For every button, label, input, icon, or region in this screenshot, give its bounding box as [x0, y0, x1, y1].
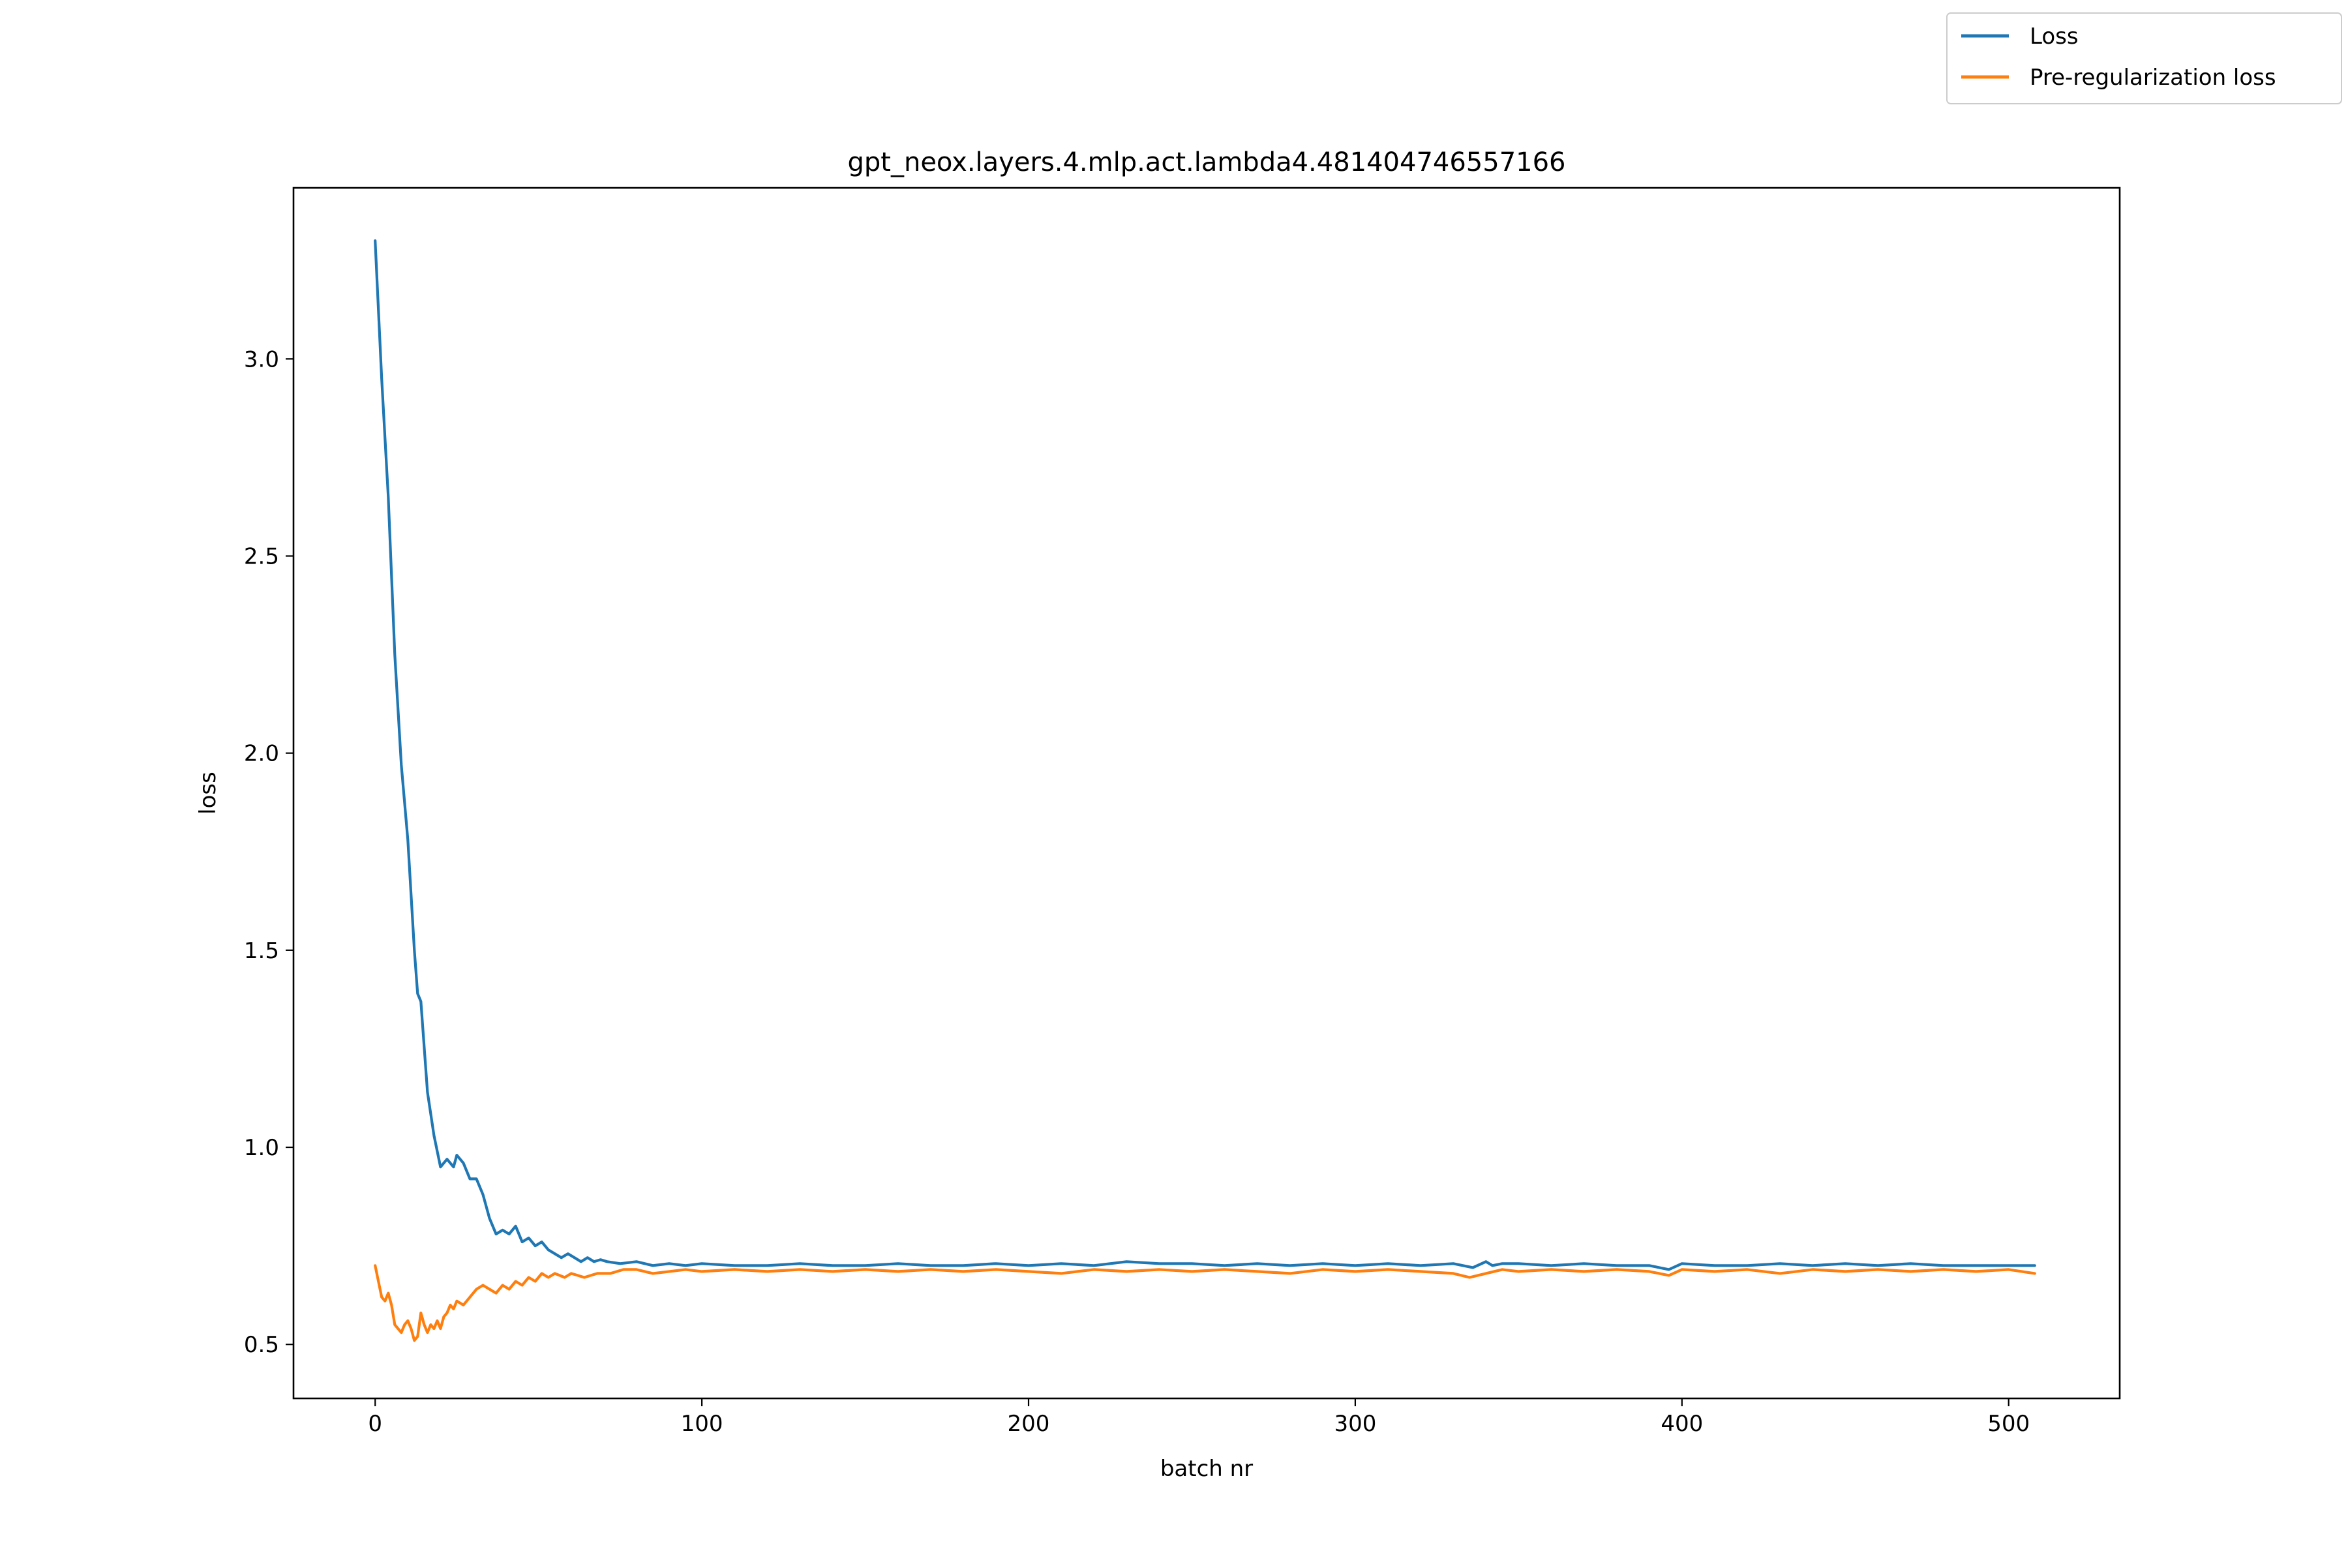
plot-frame — [292, 187, 2121, 1400]
y-tick-label: 1.0 — [244, 1135, 279, 1161]
y-axis-label: loss — [195, 772, 221, 815]
series-line-pre-regularization-loss — [374, 1264, 2036, 1342]
y-tick-label: 2.0 — [244, 741, 279, 767]
chart-title: gpt_neox.layers.4.mlp.act.lambda4.481404… — [848, 147, 1566, 177]
legend: Loss Pre-regularization loss — [1946, 12, 2342, 104]
x-tick-label: 0 — [368, 1411, 382, 1437]
legend-label-pre-regularization-loss: Pre-regularization loss — [2030, 65, 2276, 91]
ticks-layer: 0 100 200 300 400 500 0.5 1.0 1.5 2.0 2.5 3.0 — [244, 346, 2030, 1437]
y-tick-label: 3.0 — [244, 346, 279, 372]
x-tick-label: 500 — [1987, 1411, 2030, 1437]
x-tick-label: 100 — [681, 1411, 723, 1437]
y-tick-label: 2.5 — [244, 543, 279, 569]
series-layer — [374, 239, 2036, 1342]
legend-label-loss: Loss — [2030, 23, 2079, 50]
x-tick-label: 300 — [1334, 1411, 1376, 1437]
y-tick-label: 0.5 — [244, 1332, 279, 1358]
x-tick-label: 200 — [1008, 1411, 1050, 1437]
x-axis-label: batch nr — [1160, 1456, 1253, 1482]
x-tick-label: 400 — [1661, 1411, 1703, 1437]
legend-frame — [1946, 12, 2342, 104]
y-tick-label: 1.5 — [244, 938, 279, 964]
series-line-loss — [374, 239, 2036, 1271]
